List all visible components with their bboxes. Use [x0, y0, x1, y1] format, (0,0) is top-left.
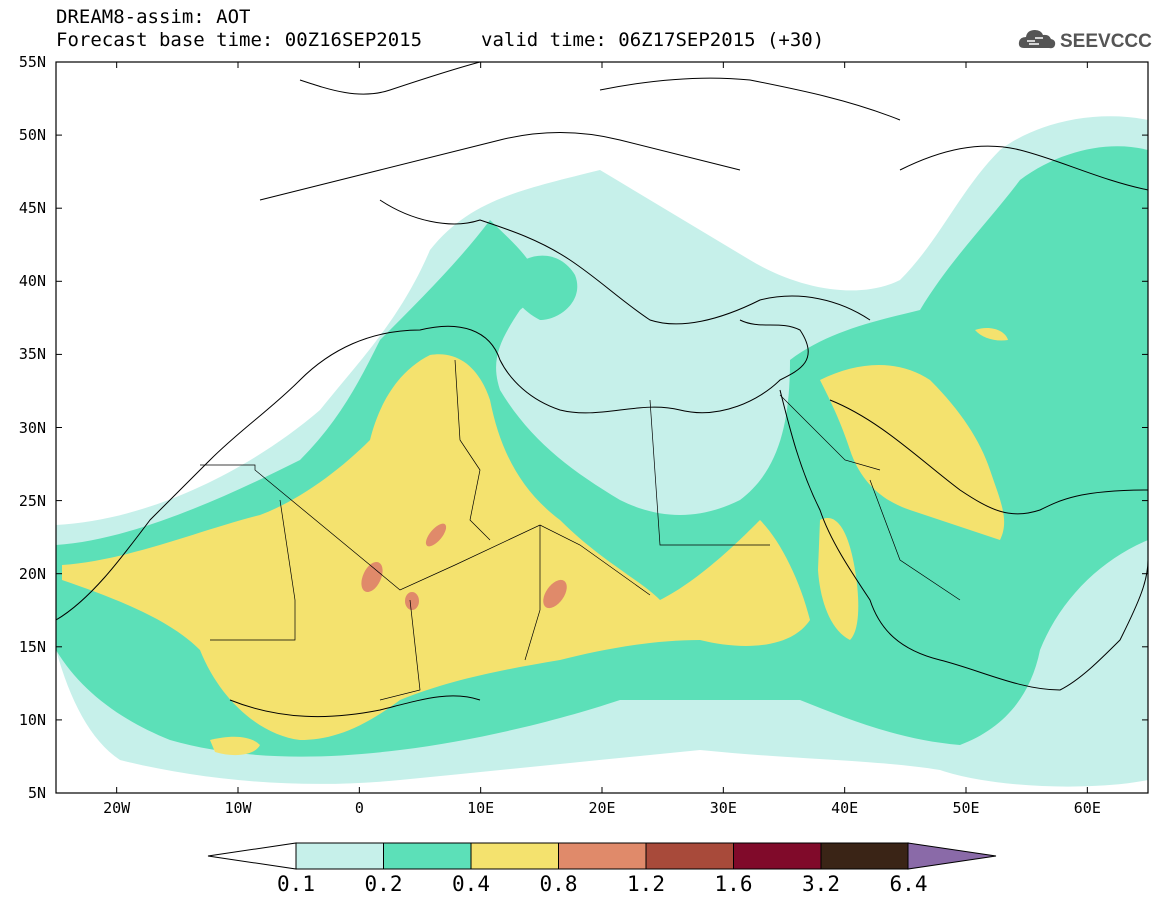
colorbar-threshold-label: 0.2 [364, 872, 403, 896]
lon-label: 40E [831, 799, 859, 817]
lon-label: 20E [588, 799, 616, 817]
colorbar-swatch [558, 842, 647, 870]
lon-label: 60E [1073, 799, 1101, 817]
forecast-base-time: Forecast base time: 00Z16SEP2015 [56, 29, 423, 51]
lon-label: 10W [224, 799, 252, 817]
colorbar-threshold-label: 0.4 [452, 872, 490, 896]
lat-label: 30N [18, 418, 46, 437]
colorbar-high-arrow [907, 842, 997, 870]
colorbar-threshold-label: 6.4 [889, 872, 928, 896]
lat-label: 40N [18, 272, 46, 291]
colorbar-threshold-label: 0.8 [539, 872, 578, 896]
coastlines [56, 62, 1148, 718]
colorbar-swatch [295, 842, 384, 870]
lat-label: 10N [18, 710, 46, 729]
lon-label: 50E [952, 799, 980, 817]
lat-label: 45N [18, 199, 46, 218]
colorbar-low-arrow [207, 842, 297, 870]
colorbar-swatch [645, 842, 734, 870]
logo-text: SEEVCCC [1060, 31, 1152, 52]
lat-label: 55N [18, 53, 46, 71]
lon-label: 20W [103, 799, 131, 817]
aot-band-0-4 [62, 328, 1008, 756]
lat-label: 15N [18, 637, 46, 656]
seevccc-logo: SEEVCCC [1018, 22, 1158, 56]
lon-label: 10E [467, 799, 495, 817]
colorbar-swatch [470, 842, 559, 870]
colorbar-swatch [820, 842, 909, 870]
lat-label: 35N [18, 345, 46, 364]
country-borders [200, 359, 961, 701]
colorbar-threshold-label: 3.2 [802, 872, 840, 896]
lat-label: 20N [18, 564, 46, 583]
aot-band-0-8 [361, 523, 567, 610]
colorbar-threshold-label: 1.2 [627, 872, 665, 896]
colorbar [207, 842, 997, 870]
colorbar-threshold-label: 0.1 [277, 872, 315, 896]
cloud-icon: SEEVCCC [1018, 30, 1152, 52]
lat-label: 5N [27, 784, 46, 802]
colorbar-swatch [733, 842, 822, 870]
lat-label: 50N [18, 126, 46, 145]
colorbar-threshold-label: 1.6 [714, 872, 753, 896]
valid-time: valid time: 06Z17SEP2015 (+30) [481, 29, 825, 51]
lon-label: 0 [354, 799, 364, 817]
lon-label: 30E [709, 799, 737, 817]
map-title: DREAM8-assim: AOT [56, 6, 251, 28]
lat-label: 25N [18, 491, 46, 510]
colorbar-swatch [383, 842, 472, 870]
